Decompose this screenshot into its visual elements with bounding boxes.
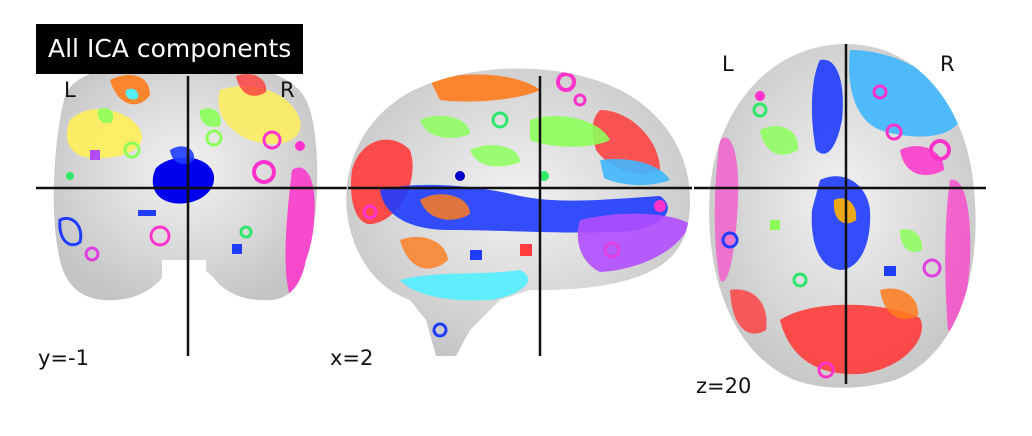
coronal-coordinate-label: y=-1 (38, 346, 89, 370)
coronal-right-label: R (280, 78, 295, 102)
sagittal-view (346, 68, 692, 356)
axial-view (694, 44, 986, 388)
axial-left-label: L (722, 52, 734, 76)
axial-coordinate-label: z=20 (696, 374, 752, 398)
coronal-cutout (162, 260, 206, 282)
sagittal-coordinate-label: x=2 (330, 346, 374, 370)
axial-ica-overlays (714, 50, 971, 379)
coronal-view (36, 63, 348, 356)
coronal-left-label: L (64, 78, 76, 102)
sagittal-ica-overlays (350, 72, 690, 338)
axial-right-label: R (940, 52, 955, 76)
figure-title: All ICA components (36, 24, 304, 74)
